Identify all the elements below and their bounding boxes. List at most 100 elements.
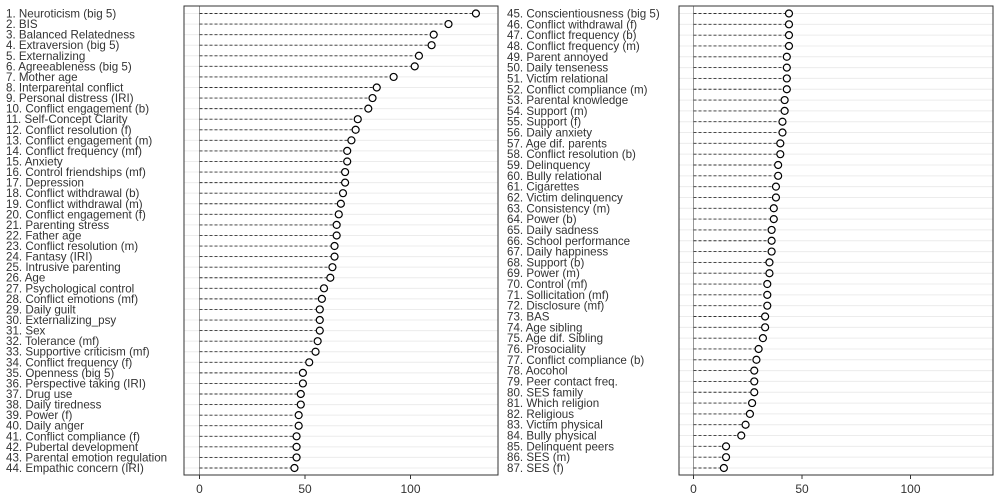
category-label: 15. Anxiety [6,155,63,168]
panel-border [678,5,994,476]
category-label: 76. Prosociality [507,343,586,356]
category-label: 52. Conflict compliance (m) [507,83,648,96]
data-point [351,125,360,134]
data-point [750,388,759,397]
data-point [364,104,373,113]
category-label: 26. Age [6,272,45,285]
data-point [471,9,481,18]
data-point [721,442,731,451]
data-point [305,358,314,367]
category-label: 44. Empathic concern (IRI) [6,462,144,475]
data-point [758,334,768,343]
x-tick-label: 0 [690,482,697,496]
category-label: 31. Sex [6,325,46,338]
data-point [332,220,341,229]
data-point [721,453,731,462]
data-point [334,210,343,219]
data-point [298,379,307,388]
data-point [776,139,785,148]
x-tick-label: 0 [196,482,203,496]
data-point [414,51,424,60]
category-label: 77. Conflict compliance (b) [507,354,644,367]
data-point [737,431,746,440]
category-label: 18. Conflict withdrawal (b) [6,187,140,200]
x-tick-label: 100 [900,482,920,496]
data-point [294,421,303,430]
category-label: 21. Parenting stress [6,219,109,232]
data-point [343,146,352,156]
category-label: 81. Which religion [507,397,599,410]
data-point [784,31,794,40]
category-label: 43. Parental emotion regulation [6,451,167,464]
data-point [741,420,750,429]
x-tick-label: 100 [400,482,420,496]
category-label: 48. Conflict frequency (m) [507,40,640,53]
category-label: 84. Bully physical [507,430,597,443]
category-label: 82. Religious [507,408,574,421]
data-point [769,215,778,224]
data-point [298,368,307,377]
category-label: 54. Support (m) [507,105,588,118]
data-point [444,19,453,29]
category-label: 2. BIS [6,18,38,31]
category-label: 67. Daily happiness [507,246,608,259]
panel-border [183,5,499,476]
data-point [719,463,728,473]
data-point [332,231,341,240]
data-point [296,400,305,409]
data-point [429,30,438,39]
category-label: 87. SES (f) [507,462,564,475]
data-point [767,236,776,245]
data-point [313,337,322,346]
category-label: 57. Age dif. parents [507,137,607,150]
data-point [767,247,776,256]
data-point [328,263,337,272]
data-point [336,199,345,208]
x-tick-label: 50 [795,482,809,496]
category-label: 62. Victim delinquency [507,191,623,204]
data-point [389,72,398,82]
data-point [765,269,774,278]
category-label: 41. Conflict compliance (f) [6,430,140,443]
category-label: 35. Openness (big 5) [6,367,114,380]
category-label: 86. SES (m) [507,451,570,464]
category-label: 20. Conflict engagement (f) [6,208,146,221]
category-label: 5. Externalizing [6,50,85,63]
data-point [311,347,320,356]
category-label: 65. Daily sadness [507,224,599,237]
data-point [754,344,763,354]
data-point [372,83,381,92]
category-label: 46. Conflict withdrawal (f) [507,18,637,31]
data-point [747,398,757,408]
category-label: 47. Conflict frequency (b) [507,29,637,42]
category-label: 19. Conflict withdrawal (m) [6,198,143,211]
data-point [294,411,303,420]
data-point [763,301,772,310]
data-point [410,62,419,71]
category-label: 30. Externalizing_psy [6,314,116,327]
data-point [774,171,783,180]
category-label: 36. Perspective taking (IRI) [6,377,146,390]
data-point [368,93,377,103]
data-point [780,106,789,115]
category-label: 45. Conscientiousness (big 5) [507,8,660,21]
category-label: 24. Fantasy (IRI) [6,251,92,264]
x-tick-label: 50 [298,482,312,496]
data-point [782,63,791,72]
category-label: 55. Support (f) [507,116,581,129]
data-point [343,157,352,166]
category-label: 49. Parent annoyed [507,51,608,64]
data-point [761,323,770,332]
data-point [784,9,794,18]
data-point [326,273,335,282]
category-label: 83. Victim physical [507,419,603,432]
data-point [782,52,791,61]
category-label: 4. Extraversion (big 5) [6,39,120,52]
data-point [780,95,789,105]
category-label: 39. Power (f) [6,409,73,422]
category-label: 8. Interparental conflict [6,81,124,94]
data-point [765,258,774,267]
category-label: 68. Support (b) [507,256,584,269]
